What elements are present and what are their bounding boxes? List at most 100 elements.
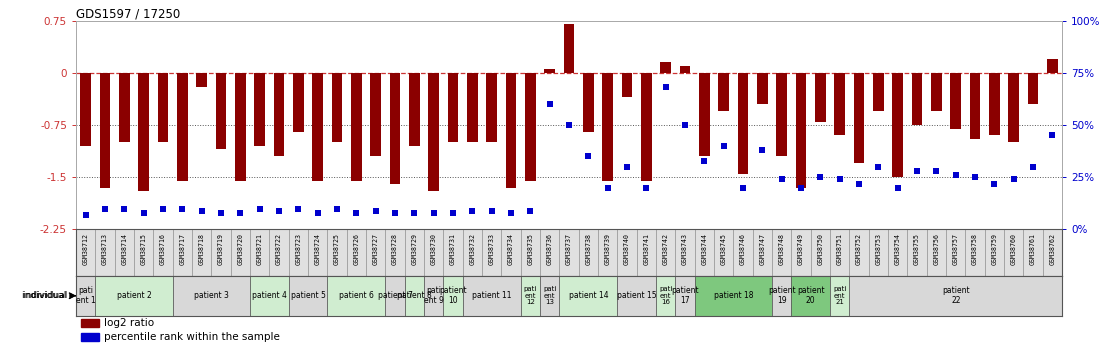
Bar (854, 73, 864, 163)
Text: individual: individual (23, 291, 70, 300)
Text: GSM38737: GSM38737 (566, 233, 572, 265)
Bar (467, 73, 477, 142)
Bar (370, 73, 381, 156)
Bar (617, 229, 637, 276)
Point (812, 175, 830, 180)
Bar (946, 229, 966, 276)
Text: GSM38756: GSM38756 (934, 233, 939, 265)
Bar (680, 66, 691, 73)
Bar (386, 276, 405, 316)
Text: GSM38712: GSM38712 (83, 233, 88, 265)
Point (348, 210, 366, 216)
Bar (598, 229, 617, 276)
Point (695, 158, 713, 163)
Bar (792, 229, 811, 276)
Bar (158, 73, 169, 142)
Bar (409, 73, 419, 146)
Bar (1043, 229, 1062, 276)
Bar (908, 229, 927, 276)
Bar (603, 73, 613, 181)
Bar (76, 229, 95, 276)
Bar (328, 276, 386, 316)
Bar (332, 73, 342, 142)
Point (386, 210, 404, 216)
Text: GSM38726: GSM38726 (353, 233, 359, 265)
Bar (235, 73, 246, 181)
Bar (211, 229, 230, 276)
Text: GSM38734: GSM38734 (508, 233, 514, 265)
Text: GSM38741: GSM38741 (643, 233, 650, 265)
Point (599, 185, 617, 190)
Text: GSM38724: GSM38724 (314, 233, 321, 265)
Bar (738, 73, 748, 174)
Point (521, 208, 539, 214)
Bar (757, 73, 768, 104)
Point (96, 206, 114, 211)
Bar (274, 73, 284, 156)
Bar (366, 229, 386, 276)
Bar (390, 73, 400, 184)
Point (656, 85, 674, 90)
Point (250, 206, 268, 211)
Point (1005, 177, 1023, 182)
Point (1024, 164, 1042, 170)
Text: GSM38722: GSM38722 (276, 233, 282, 265)
Bar (80, 333, 98, 342)
Bar (250, 276, 288, 316)
Point (618, 164, 636, 170)
Bar (139, 73, 149, 191)
Point (192, 208, 210, 214)
Point (231, 210, 249, 216)
Bar (521, 229, 540, 276)
Text: GSM38738: GSM38738 (586, 233, 591, 265)
Point (541, 101, 559, 107)
Bar (250, 229, 269, 276)
Bar (424, 229, 444, 276)
Text: GSM38714: GSM38714 (122, 233, 127, 265)
Text: GSM38732: GSM38732 (470, 233, 475, 265)
Bar (428, 73, 439, 191)
Text: patient 5: patient 5 (291, 291, 325, 300)
Text: GSM38735: GSM38735 (528, 233, 533, 265)
Bar (76, 276, 95, 316)
Bar (733, 229, 752, 276)
Text: GSM38727: GSM38727 (372, 233, 379, 265)
Bar (269, 229, 288, 276)
Bar (912, 73, 922, 125)
Bar (216, 73, 226, 149)
Bar (927, 229, 946, 276)
Bar (796, 73, 806, 188)
Text: pati
ent
13: pati ent 13 (543, 286, 557, 305)
Bar (540, 229, 559, 276)
Point (444, 210, 462, 216)
Text: GSM38733: GSM38733 (489, 233, 495, 265)
Point (908, 168, 926, 174)
Text: pati
ent
16: pati ent 16 (659, 286, 672, 305)
Point (579, 154, 597, 159)
Text: individual ▶: individual ▶ (22, 291, 76, 300)
Bar (969, 73, 980, 139)
Text: GSM38715: GSM38715 (141, 233, 146, 265)
Bar (641, 73, 652, 181)
Text: patient 6: patient 6 (339, 291, 373, 300)
Text: patient
19: patient 19 (768, 286, 796, 305)
Bar (989, 73, 999, 136)
Text: patient 18: patient 18 (713, 291, 754, 300)
Bar (1048, 59, 1058, 73)
Bar (405, 229, 424, 276)
Bar (521, 276, 540, 316)
Point (773, 177, 790, 182)
Bar (1023, 229, 1043, 276)
Point (115, 206, 133, 211)
Point (135, 210, 153, 216)
Text: patient
22: patient 22 (942, 286, 969, 305)
Bar (892, 73, 903, 177)
Text: GSM38761: GSM38761 (1030, 233, 1036, 265)
Text: patient 2: patient 2 (116, 291, 151, 300)
Point (985, 181, 1003, 186)
Text: GSM38744: GSM38744 (701, 233, 708, 265)
Bar (985, 229, 1004, 276)
Bar (95, 229, 115, 276)
Text: patient
17: patient 17 (671, 286, 699, 305)
Bar (792, 276, 830, 316)
